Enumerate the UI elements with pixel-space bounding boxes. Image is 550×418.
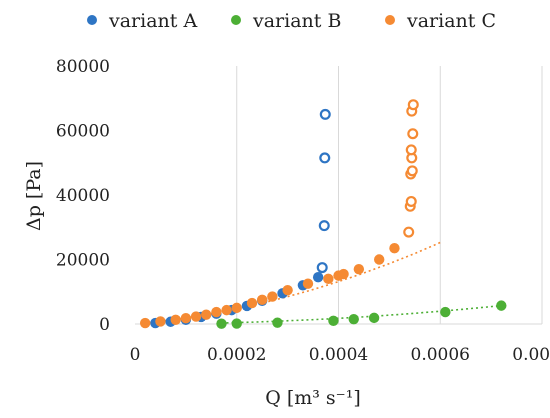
point-variant-C: [323, 273, 334, 285]
point-variant-C: [389, 243, 400, 254]
y-tick-label: 0: [99, 315, 110, 335]
point-hollow-variant-C: [403, 226, 415, 238]
legend-marker-variant-C: [385, 15, 395, 25]
point-variant-C: [190, 311, 202, 322]
legend: variant A variant B variant C: [87, 10, 496, 32]
point-variant-C: [201, 309, 212, 320]
legend-label-variant-A: variant A: [108, 10, 197, 32]
point-variant-C: [353, 263, 365, 275]
y-tick-label: 80000: [56, 57, 110, 77]
point-variant-C: [221, 304, 232, 316]
x-tick-label: 0: [130, 345, 141, 365]
x-tick-label: 0.0002: [207, 345, 266, 365]
y-axis-label: Δp [Pa]: [23, 161, 45, 231]
point-variant-C: [231, 302, 242, 314]
x-tick-label: 0.0006: [411, 345, 470, 365]
point-variant-C: [282, 284, 293, 296]
point-variant-B: [348, 313, 359, 325]
point-hollow-variant-A: [319, 108, 331, 120]
point-hollow-variant-C: [405, 195, 417, 207]
legend-marker-variant-A: [87, 15, 97, 25]
data-points: [139, 99, 507, 329]
point-variant-B: [272, 317, 283, 328]
legend-label-variant-C: variant C: [406, 10, 496, 32]
point-variant-B: [231, 318, 242, 329]
trendline-variant-B: [221, 304, 502, 324]
y-tick-labels: 0 20000 40000 60000 80000: [56, 57, 110, 335]
point-variant-C: [302, 278, 314, 289]
point-variant-C: [374, 254, 385, 265]
point-hollow-variant-C: [405, 144, 417, 156]
point-hollow-variant-A: [319, 152, 331, 164]
point-hollow-variant-A: [316, 262, 328, 274]
point-hollow-variant-C: [407, 128, 419, 140]
point-variant-B: [368, 312, 380, 324]
legend-marker-variant-B: [231, 15, 241, 25]
x-tick-label: 0.0004: [309, 345, 368, 365]
legend-label-variant-B: variant B: [252, 10, 341, 32]
point-variant-C: [267, 291, 278, 302]
y-tick-label: 20000: [56, 251, 110, 271]
grid: [135, 66, 543, 325]
point-variant-C: [139, 317, 151, 329]
point-variant-A: [312, 272, 324, 283]
trendlines: [145, 241, 502, 324]
point-variant-B: [328, 315, 339, 326]
point-variant-C: [170, 314, 181, 326]
point-variant-C: [256, 294, 268, 306]
point-variant-C: [211, 306, 222, 318]
y-tick-label: 60000: [56, 122, 110, 142]
point-variant-B: [496, 300, 507, 311]
point-hollow-variant-C: [407, 99, 419, 111]
trendline-variant-C: [145, 241, 441, 324]
point-variant-B: [216, 318, 227, 329]
point-variant-C: [155, 316, 166, 327]
y-tick-label: 40000: [56, 186, 110, 206]
point-variant-B: [440, 306, 451, 318]
x-axis-label: Q [m³ s⁻¹]: [265, 387, 361, 409]
point-hollow-variant-A: [318, 220, 330, 232]
point-variant-C: [246, 297, 258, 309]
point-variant-C: [180, 312, 192, 324]
point-hollow-variant-C: [406, 165, 418, 177]
point-variant-C: [338, 268, 349, 280]
